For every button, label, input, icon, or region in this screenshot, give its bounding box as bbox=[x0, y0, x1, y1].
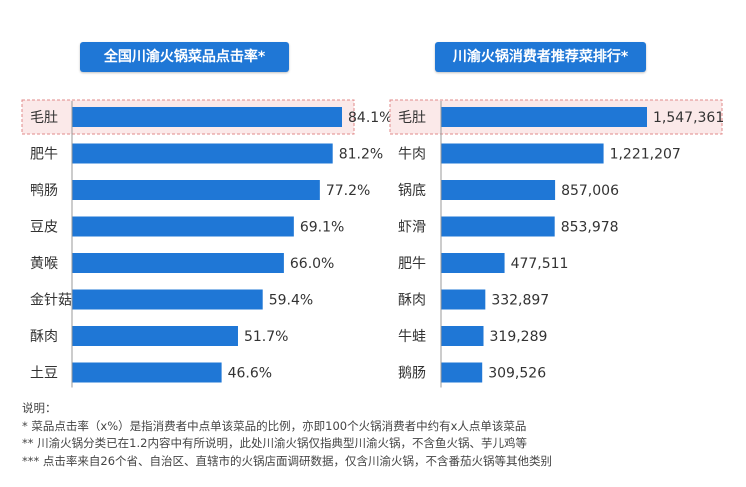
right-category-label-1: 毛肚 bbox=[398, 110, 426, 126]
right-value-label-8: 309,526 bbox=[488, 366, 546, 382]
left-chart-title: 全国川渝火锅菜品点击率* bbox=[80, 42, 289, 72]
note-line-3: *** 点击率来自26个省、自治区、直辖市的火锅店面调研数据，仅含川渝火锅，不含… bbox=[22, 453, 553, 468]
left-category-label-4: 豆皮 bbox=[30, 220, 58, 236]
charts-canvas: 毛肚 84.1% 肥牛 81.2% 鸭肠 77.2% 豆皮 69.1% 黄喉 66.0% 金针菇 59… bbox=[21, 99, 724, 388]
right-value-label-4: 853,978 bbox=[561, 220, 619, 236]
right-bar-6 bbox=[441, 289, 486, 310]
right-value-label-7: 319,289 bbox=[490, 329, 548, 345]
right-bar-2 bbox=[441, 143, 604, 164]
left-bar-6 bbox=[72, 289, 263, 310]
right-bar-4 bbox=[441, 216, 555, 237]
left-category-label-3: 鸭肠 bbox=[30, 183, 58, 199]
left-bar-4 bbox=[72, 216, 294, 237]
left-value-label-2: 81.2% bbox=[339, 147, 383, 163]
left-bar-5 bbox=[72, 253, 284, 273]
right-value-label-6: 332,897 bbox=[491, 293, 549, 309]
left-category-label-8: 土豆 bbox=[30, 366, 58, 382]
left-bar-2 bbox=[72, 143, 333, 164]
left-bar-7 bbox=[72, 326, 238, 346]
right-value-label-1: 1,547,361 bbox=[653, 110, 724, 126]
right-chart-title: 川渝火锅消费者推荐菜排行* bbox=[435, 42, 646, 72]
right-category-label-6: 酥肉 bbox=[398, 293, 426, 309]
notes-heading: 说明： bbox=[22, 401, 57, 415]
left-value-label-5: 66.0% bbox=[290, 256, 334, 272]
left-category-label-6: 金针菇 bbox=[30, 293, 72, 309]
left-category-label-1: 毛肚 bbox=[30, 110, 58, 126]
right-value-label-5: 477,511 bbox=[511, 256, 569, 272]
right-category-label-7: 牛蛙 bbox=[398, 329, 426, 345]
right-bar-8 bbox=[441, 362, 483, 383]
right-category-label-2: 牛肉 bbox=[398, 147, 426, 163]
left-value-label-6: 59.4% bbox=[269, 293, 313, 309]
right-value-label-3: 857,006 bbox=[561, 183, 619, 199]
right-bar-3 bbox=[441, 180, 556, 200]
left-value-label-8: 46.6% bbox=[228, 366, 272, 382]
left-value-label-4: 69.1% bbox=[300, 220, 344, 236]
right-category-label-8: 鹅肠 bbox=[398, 365, 426, 382]
right-category-label-5: 肥牛 bbox=[398, 256, 426, 272]
left-value-label-7: 51.7% bbox=[244, 329, 288, 345]
left-category-label-5: 黄喉 bbox=[30, 255, 58, 272]
right-category-label-3: 锅底 bbox=[398, 183, 426, 199]
notes: 说明： * 菜品点击率（x%）是指消费者中点单该菜品的比例，亦即100个火锅消费… bbox=[22, 400, 552, 470]
right-bar-1 bbox=[441, 107, 647, 127]
left-category-label-7: 酥肉 bbox=[30, 329, 58, 345]
right-category-label-4: 虾滑 bbox=[398, 219, 426, 236]
note-line-1: * 菜品点击率（x%）是指消费者中点单该菜品的比例，亦即100个火锅消费者中约有… bbox=[22, 418, 527, 433]
left-bar-8 bbox=[72, 362, 222, 383]
left-bar-1 bbox=[72, 107, 342, 127]
note-line-2: ** 川渝火锅分类已在1.2内容中有所说明，此处川渝火锅仅指典型川渝火锅，不含鱼… bbox=[22, 436, 527, 450]
right-bar-5 bbox=[441, 253, 505, 273]
left-bar-3 bbox=[72, 180, 320, 200]
left-value-label-1: 84.1% bbox=[348, 110, 392, 126]
right-bar-7 bbox=[441, 326, 484, 346]
left-category-label-2: 肥牛 bbox=[30, 147, 58, 163]
right-value-label-2: 1,221,207 bbox=[610, 147, 681, 163]
left-value-label-3: 77.2% bbox=[326, 183, 370, 199]
